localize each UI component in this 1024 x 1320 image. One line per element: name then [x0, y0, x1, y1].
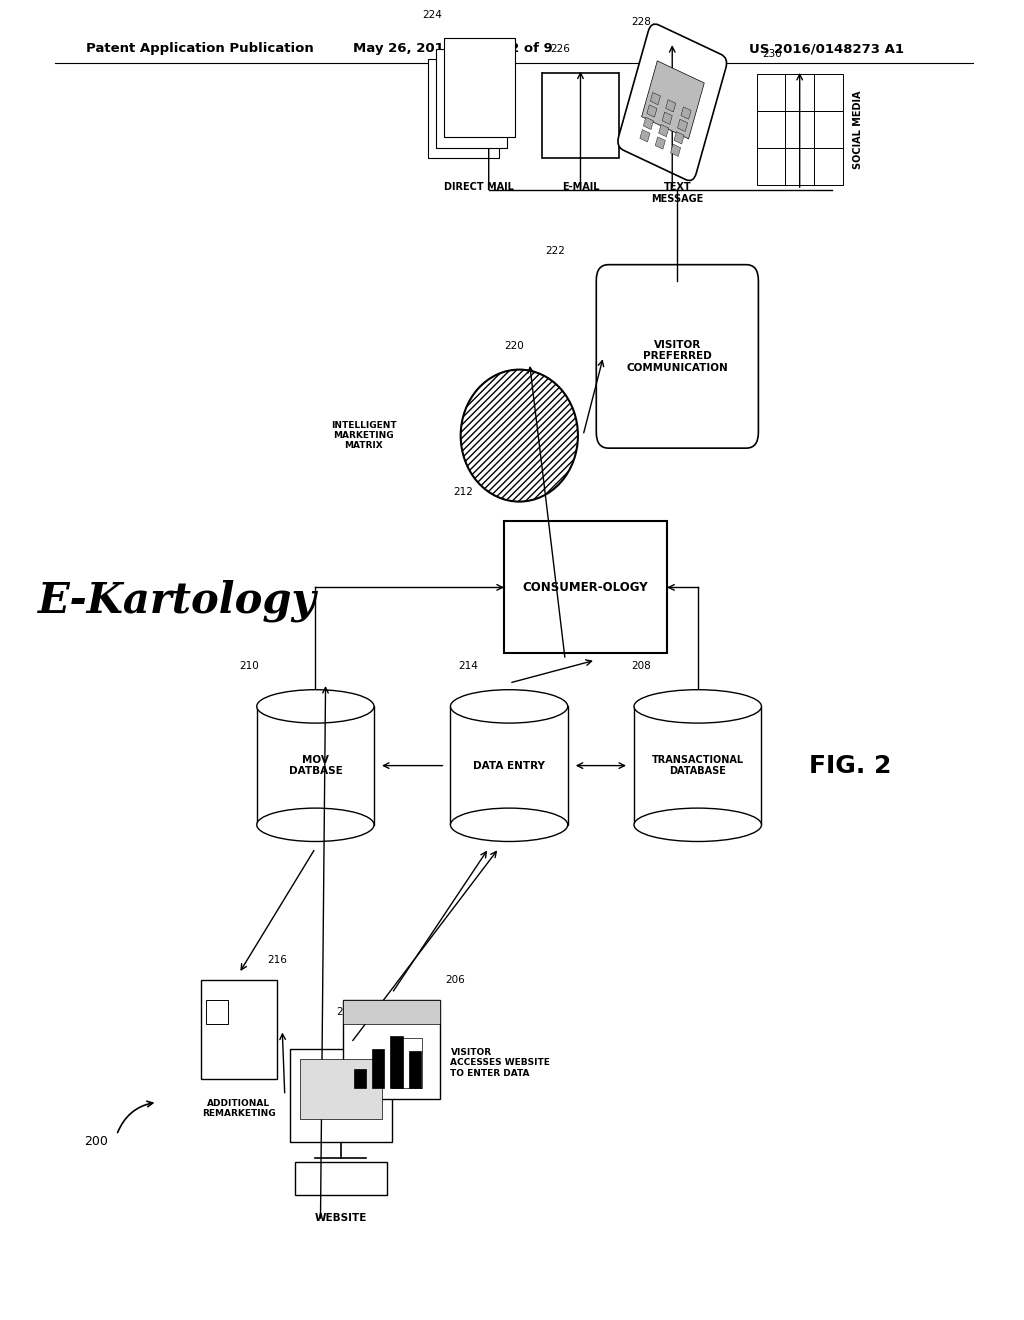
Text: VISITOR
ACCESSES WEBSITE
TO ENTER DATA: VISITOR ACCESSES WEBSITE TO ENTER DATA	[451, 1048, 550, 1077]
Text: INTELLIGENT
MARKETING
MATRIX: INTELLIGENT MARKETING MATRIX	[331, 421, 396, 450]
Bar	[671, 144, 681, 156]
Bar	[814, 74, 843, 111]
Bar	[640, 129, 650, 143]
Bar	[634, 706, 762, 825]
Text: 212: 212	[453, 487, 473, 498]
Ellipse shape	[634, 689, 762, 723]
FancyBboxPatch shape	[504, 521, 668, 653]
Text: CONSUMER-OLOGY: CONSUMER-OLOGY	[523, 581, 648, 594]
FancyBboxPatch shape	[295, 1162, 387, 1195]
Text: 226: 226	[550, 44, 569, 54]
Ellipse shape	[634, 808, 762, 842]
FancyBboxPatch shape	[435, 49, 507, 148]
Bar	[674, 132, 684, 144]
FancyBboxPatch shape	[300, 1059, 382, 1118]
Text: SOCIAL MEDIA: SOCIAL MEDIA	[853, 90, 862, 169]
Bar	[785, 148, 814, 185]
FancyBboxPatch shape	[428, 59, 499, 158]
Text: VISITOR
PREFERRED
COMMUNICATION: VISITOR PREFERRED COMMUNICATION	[627, 339, 728, 374]
Text: 206: 206	[445, 975, 465, 985]
Bar	[655, 137, 666, 149]
Text: FIG. 2: FIG. 2	[810, 754, 892, 777]
Bar	[353, 1069, 366, 1088]
Bar	[647, 104, 657, 117]
Bar	[785, 111, 814, 148]
Text: US 2016/0148273 A1: US 2016/0148273 A1	[749, 42, 904, 55]
Bar	[814, 111, 843, 148]
Ellipse shape	[257, 808, 374, 842]
Bar	[785, 74, 814, 111]
Bar	[643, 117, 653, 129]
Text: 222: 222	[545, 247, 564, 256]
Bar	[390, 1035, 402, 1088]
Bar	[814, 148, 843, 185]
FancyBboxPatch shape	[642, 61, 705, 139]
Bar	[757, 111, 785, 148]
Ellipse shape	[451, 808, 567, 842]
Text: 204: 204	[336, 1007, 355, 1018]
Text: TEXT
MESSAGE: TEXT MESSAGE	[651, 182, 703, 203]
Text: 230: 230	[762, 49, 781, 59]
FancyBboxPatch shape	[201, 979, 278, 1080]
Bar	[343, 1001, 440, 1024]
Bar	[257, 706, 374, 825]
Text: DIRECT MAIL: DIRECT MAIL	[443, 182, 513, 193]
Bar	[757, 148, 785, 185]
Bar	[392, 1038, 423, 1088]
Bar	[409, 1051, 421, 1088]
Ellipse shape	[451, 689, 567, 723]
Text: 210: 210	[239, 661, 259, 671]
Text: TRANSACTIONAL
DATABASE: TRANSACTIONAL DATABASE	[651, 755, 743, 776]
FancyBboxPatch shape	[543, 73, 618, 158]
Text: ADDITIONAL
REMARKETING: ADDITIONAL REMARKETING	[202, 1098, 275, 1118]
Text: MOV
DATBASE: MOV DATBASE	[289, 755, 342, 776]
Text: 228: 228	[632, 17, 651, 28]
FancyBboxPatch shape	[443, 38, 515, 137]
Ellipse shape	[461, 370, 578, 502]
Text: Patent Application Publication: Patent Application Publication	[86, 42, 313, 55]
Bar	[451, 706, 567, 825]
Bar	[650, 92, 660, 104]
Bar	[658, 124, 669, 137]
Text: E-MAIL: E-MAIL	[562, 182, 599, 193]
Text: WEBSITE: WEBSITE	[314, 1213, 367, 1224]
Bar	[372, 1048, 384, 1088]
Text: 216: 216	[267, 956, 287, 965]
Text: E-Kartology: E-Kartology	[39, 579, 317, 622]
Text: 220: 220	[504, 341, 523, 351]
Bar	[206, 1001, 228, 1024]
FancyBboxPatch shape	[343, 1001, 440, 1098]
FancyBboxPatch shape	[617, 24, 727, 181]
FancyBboxPatch shape	[596, 264, 759, 449]
Text: 208: 208	[632, 661, 651, 671]
Bar	[681, 107, 691, 119]
Bar	[663, 112, 673, 124]
Text: 224: 224	[423, 9, 442, 20]
FancyBboxPatch shape	[290, 1049, 392, 1142]
Ellipse shape	[257, 689, 374, 723]
Bar	[678, 119, 687, 132]
Bar	[666, 99, 676, 112]
Text: DATA ENTRY: DATA ENTRY	[473, 760, 545, 771]
Text: 214: 214	[458, 661, 478, 671]
Text: May 26, 2016  Sheet 2 of 9: May 26, 2016 Sheet 2 of 9	[353, 42, 553, 55]
Bar	[757, 74, 785, 111]
Text: 200: 200	[84, 1135, 109, 1148]
